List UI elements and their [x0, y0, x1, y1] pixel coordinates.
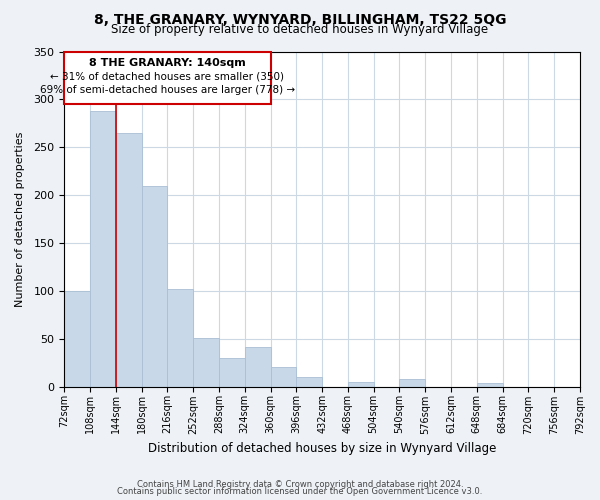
Y-axis label: Number of detached properties: Number of detached properties [15, 132, 25, 306]
Bar [348, 382, 374, 386]
Bar [219, 358, 245, 386]
X-axis label: Distribution of detached houses by size in Wynyard Village: Distribution of detached houses by size … [148, 442, 496, 455]
Bar [116, 133, 142, 386]
Text: 8 THE GRANARY: 140sqm: 8 THE GRANARY: 140sqm [89, 58, 246, 68]
Bar [142, 186, 167, 386]
Bar [167, 289, 193, 386]
Bar [245, 348, 271, 387]
Bar [400, 379, 425, 386]
Bar [296, 377, 322, 386]
FancyBboxPatch shape [64, 52, 271, 104]
Bar [477, 382, 503, 386]
Text: ← 31% of detached houses are smaller (350): ← 31% of detached houses are smaller (35… [50, 72, 284, 82]
Bar [271, 368, 296, 386]
Text: Contains public sector information licensed under the Open Government Licence v3: Contains public sector information licen… [118, 487, 482, 496]
Text: 8, THE GRANARY, WYNYARD, BILLINGHAM, TS22 5QG: 8, THE GRANARY, WYNYARD, BILLINGHAM, TS2… [94, 12, 506, 26]
Text: 69% of semi-detached houses are larger (778) →: 69% of semi-detached houses are larger (… [40, 85, 295, 95]
Bar [64, 291, 90, 386]
Text: Contains HM Land Registry data © Crown copyright and database right 2024.: Contains HM Land Registry data © Crown c… [137, 480, 463, 489]
Text: Size of property relative to detached houses in Wynyard Village: Size of property relative to detached ho… [112, 22, 488, 36]
Bar [193, 338, 219, 386]
Bar [90, 111, 116, 386]
